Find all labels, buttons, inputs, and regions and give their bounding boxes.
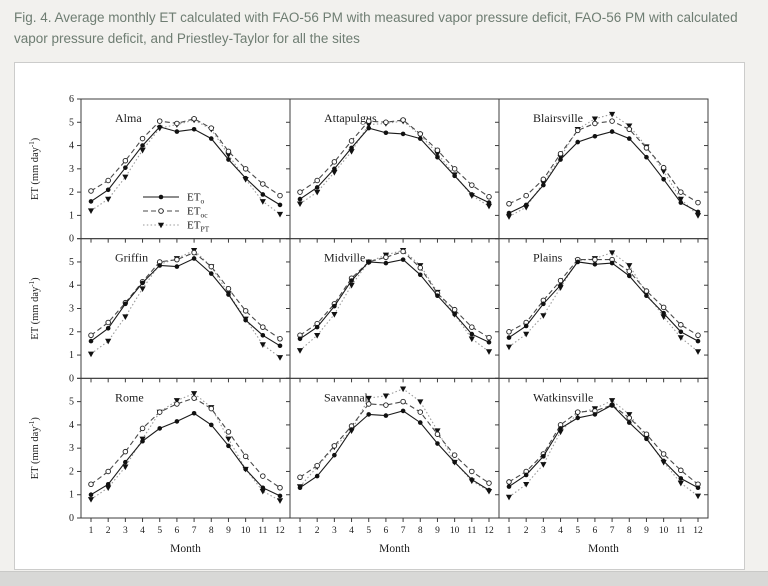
svg-text:Attapulgus: Attapulgus [324,111,377,125]
svg-text:2: 2 [69,466,74,477]
svg-text:8: 8 [627,526,632,536]
svg-text:3: 3 [541,526,546,536]
svg-text:5: 5 [157,526,162,536]
panel-blairsville: Blairsville [495,98,709,243]
svg-text:EToc: EToc [187,206,208,220]
svg-text:1: 1 [89,526,94,536]
panel-midville: Midville [286,238,500,383]
svg-text:7: 7 [610,526,615,536]
svg-text:ET (mm day-1): ET (mm day-1) [28,277,41,340]
svg-text:4: 4 [69,420,74,431]
svg-text:6: 6 [593,526,598,536]
svg-text:0: 0 [69,513,74,524]
svg-text:5: 5 [366,526,371,536]
svg-text:12: 12 [693,526,703,536]
svg-text:6: 6 [175,526,180,536]
svg-text:1: 1 [69,490,74,501]
svg-text:12: 12 [484,526,494,536]
svg-text:ET (mm day-1): ET (mm day-1) [28,137,41,200]
svg-text:1: 1 [507,526,512,536]
svg-text:12: 12 [275,526,285,536]
svg-text:10: 10 [241,526,251,536]
svg-text:5: 5 [69,397,74,408]
svg-text:7: 7 [401,526,406,536]
svg-text:2: 2 [106,526,111,536]
svg-text:5: 5 [69,257,74,268]
svg-text:Savannah: Savannah [324,390,371,404]
panel-plains: Plains [495,238,709,383]
svg-text:6: 6 [69,94,74,105]
svg-text:10: 10 [450,526,460,536]
svg-text:9: 9 [644,526,649,536]
svg-text:ETPT: ETPT [187,220,210,234]
svg-text:1: 1 [69,350,74,361]
svg-text:2: 2 [69,327,74,338]
svg-text:4: 4 [349,526,354,536]
svg-text:10: 10 [659,526,669,536]
panel-attapulgus: Attapulgus [286,98,500,243]
svg-text:0: 0 [69,373,74,384]
svg-text:Month: Month [588,543,619,555]
svg-text:6: 6 [384,526,389,536]
figure-card: 6 5 4 3 2 1 0 ET (mm day-1) Alma ETo EToc ETPT Attap… [14,62,745,570]
svg-text:Watkinsville: Watkinsville [533,390,593,404]
svg-text:Month: Month [379,543,410,555]
svg-text:8: 8 [418,526,423,536]
svg-text:Month: Month [170,543,201,555]
page-bottom-strip [0,571,768,586]
svg-text:3: 3 [123,526,128,536]
svg-text:3: 3 [332,526,337,536]
svg-text:9: 9 [226,526,231,536]
svg-text:Griffin: Griffin [115,251,148,265]
svg-text:9: 9 [435,526,440,536]
svg-text:Blairsville: Blairsville [533,111,583,125]
svg-text:3: 3 [69,304,74,315]
svg-text:Alma: Alma [115,111,142,125]
svg-text:11: 11 [467,526,476,536]
svg-text:8: 8 [209,526,214,536]
svg-text:4: 4 [69,280,74,291]
svg-text:11: 11 [676,526,685,536]
svg-text:1: 1 [69,210,74,221]
svg-text:4: 4 [140,526,145,536]
svg-text:5: 5 [69,117,74,128]
svg-text:4: 4 [558,526,563,536]
figure-caption: Fig. 4. Average monthly ET calculated wi… [14,10,738,46]
svg-text:Rome: Rome [115,390,144,404]
svg-text:0: 0 [69,234,74,245]
panel-griffin: 5 4 3 2 1 0 ET (mm day-1) Griffin [28,238,291,384]
svg-text:Plains: Plains [533,251,563,265]
svg-text:Midville: Midville [324,251,365,265]
svg-text:2: 2 [315,526,320,536]
svg-text:11: 11 [258,526,267,536]
svg-text:5: 5 [575,526,580,536]
svg-text:ET (mm day-1): ET (mm day-1) [28,417,41,480]
svg-text:3: 3 [69,164,74,175]
svg-text:3: 3 [69,443,74,454]
svg-text:2: 2 [69,187,74,198]
svg-text:1: 1 [298,526,303,536]
svg-text:7: 7 [192,526,197,536]
svg-text:4: 4 [69,141,74,152]
svg-text:2: 2 [524,526,529,536]
svg-text:ETo: ETo [187,192,204,206]
